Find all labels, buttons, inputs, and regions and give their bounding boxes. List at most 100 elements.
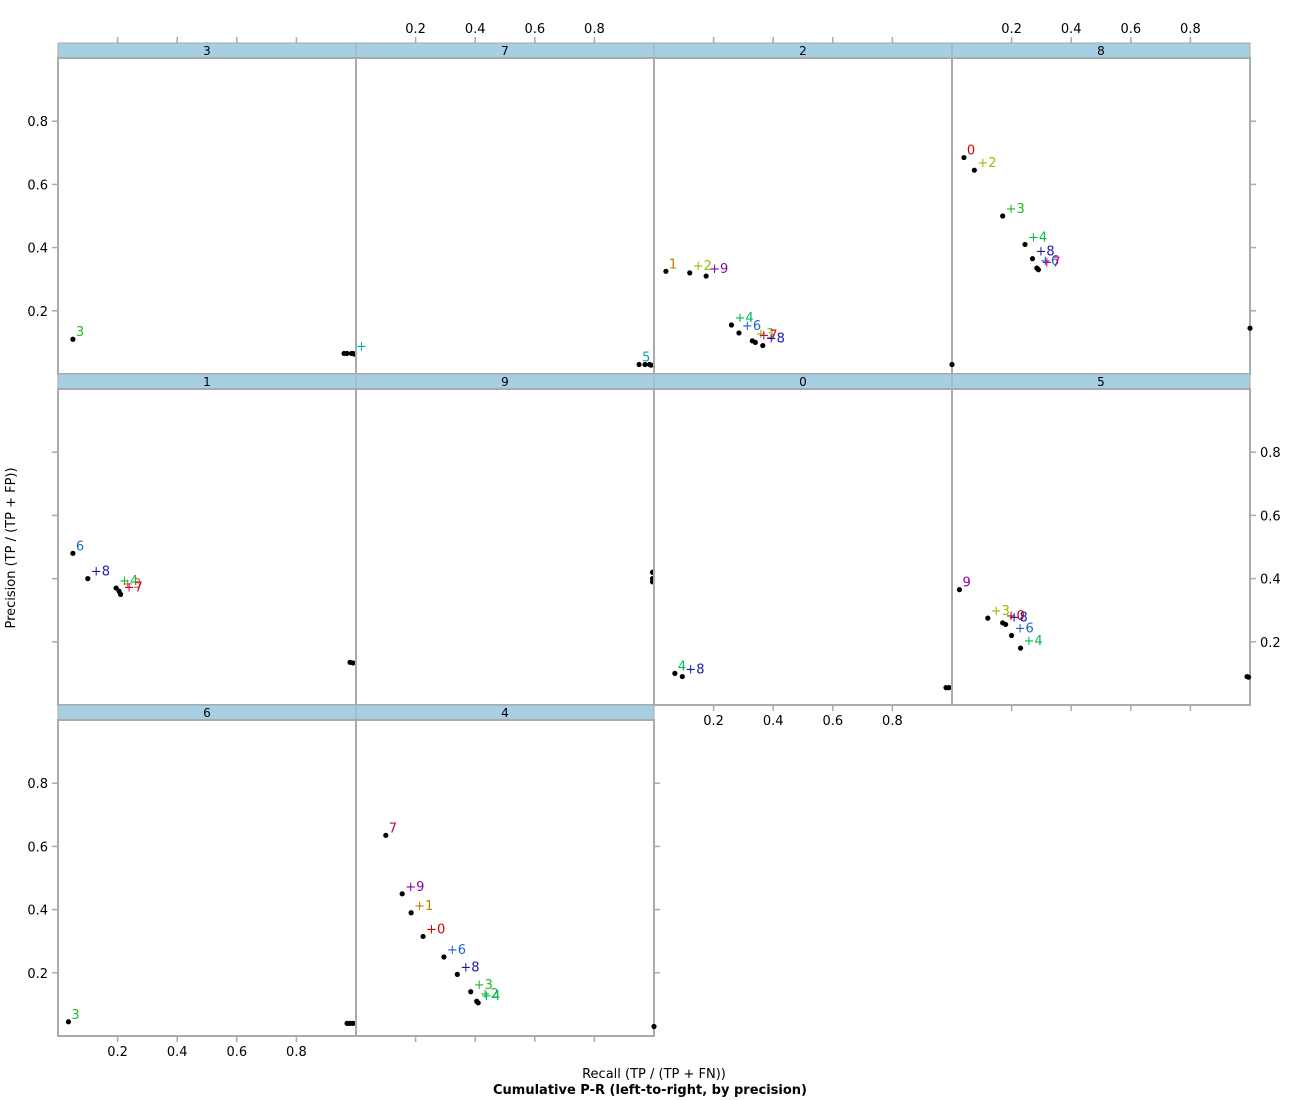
point-label: +6 bbox=[1040, 254, 1059, 269]
point-label: +2 bbox=[977, 156, 996, 171]
point-label: +6 bbox=[1015, 621, 1034, 636]
panel-strip-label: 3 bbox=[203, 44, 211, 58]
y-tick-label: 0.8 bbox=[27, 777, 48, 792]
point-label: +4 bbox=[1028, 230, 1047, 245]
panel-3: 3 3 + bbox=[57, 42, 367, 375]
panel-axes bbox=[712, 37, 894, 43]
data-point bbox=[687, 270, 693, 276]
axes-layer: 0.2 0.4 0.6 0.8 0.2 0.4 0.6 0.8 0.2 0.4 0.6 0.8 0.2 0… bbox=[27, 22, 1280, 1060]
data-point bbox=[420, 933, 426, 940]
panel-2: 2 1 +2+9 +4+6+3+7+8 bbox=[653, 42, 953, 375]
panel-axes bbox=[52, 451, 58, 643]
data-point bbox=[728, 322, 735, 328]
point-label: +7 bbox=[124, 580, 143, 595]
panel-frame bbox=[355, 57, 655, 375]
data-point bbox=[703, 273, 709, 279]
data-point bbox=[408, 910, 414, 916]
point-label: +8 bbox=[1035, 245, 1054, 260]
panel-frame bbox=[951, 57, 1251, 375]
data-point bbox=[475, 1000, 481, 1006]
point-label: +3 bbox=[755, 327, 774, 342]
point-label: +2 bbox=[480, 987, 499, 1002]
point-label: +4 bbox=[734, 311, 753, 326]
data-point bbox=[399, 891, 405, 897]
panel-4: 4 7 +9 +1 +0+6 +8 +3+2+4 bbox=[355, 704, 657, 1037]
panel-strip-label: 9 bbox=[501, 375, 509, 389]
x-tick-label: 0.2 bbox=[107, 1045, 128, 1060]
point-label: +0 bbox=[426, 922, 445, 937]
point-label: +3 bbox=[991, 604, 1010, 619]
data-point bbox=[663, 268, 669, 274]
x-tick-label: 0.4 bbox=[763, 714, 784, 729]
data-point bbox=[1003, 621, 1009, 628]
y-tick-label: 0.8 bbox=[27, 115, 48, 130]
panel-7: 75 bbox=[355, 42, 655, 375]
data-point bbox=[344, 350, 350, 357]
y-tick-label: 0.6 bbox=[1260, 509, 1281, 524]
y-tick-label: 0.2 bbox=[27, 967, 48, 982]
point-label: +8 bbox=[91, 565, 110, 580]
panel-axes: 0.2 0.4 0.6 0.8 bbox=[703, 705, 903, 729]
point-label: +8 bbox=[460, 960, 479, 975]
x-tick-label: 0.2 bbox=[1001, 22, 1022, 37]
x-tick-label: 0.8 bbox=[286, 1045, 307, 1060]
y-tick-label: 0.2 bbox=[1260, 636, 1281, 651]
data-point bbox=[468, 989, 474, 995]
y-tick-label: 0.4 bbox=[27, 904, 48, 919]
panel-axes: 0.2 0.4 0.6 0.8 bbox=[405, 22, 605, 43]
data-point bbox=[672, 670, 678, 677]
data-point bbox=[454, 971, 460, 977]
point-label: +3 bbox=[122, 577, 141, 592]
point-label: +6 bbox=[742, 319, 761, 334]
x-tick-label: 0.2 bbox=[703, 714, 724, 729]
data-point bbox=[736, 330, 742, 336]
panel-frame bbox=[653, 57, 953, 375]
point-label: 4 bbox=[678, 659, 686, 674]
data-point bbox=[642, 361, 648, 368]
point-label: 0 bbox=[967, 144, 975, 159]
point-label: +4 bbox=[481, 989, 500, 1004]
panel-strip-label: 8 bbox=[1097, 44, 1105, 58]
panel-strip-label: 1 bbox=[203, 375, 211, 389]
data-point bbox=[1245, 674, 1252, 680]
x-tick-label: 0.8 bbox=[1180, 22, 1201, 37]
point-label: +4 bbox=[1024, 634, 1043, 649]
point-label: 5 bbox=[642, 351, 650, 366]
x-tick-label: 0.4 bbox=[465, 22, 486, 37]
data-point bbox=[1247, 325, 1253, 331]
point-label: 7 bbox=[389, 821, 397, 836]
data-point bbox=[85, 576, 91, 582]
data-point bbox=[383, 832, 389, 838]
panel-frame bbox=[355, 388, 655, 706]
data-point bbox=[65, 1019, 72, 1025]
x-tick-label: 0.6 bbox=[524, 22, 545, 37]
data-point bbox=[961, 154, 967, 161]
y-tick-label: 0.4 bbox=[27, 242, 48, 257]
data-point bbox=[441, 954, 447, 960]
point-label: 9 bbox=[962, 576, 970, 591]
data-point bbox=[1022, 241, 1028, 248]
panel-9: 9 bbox=[355, 373, 656, 706]
x-tick-label: 0.2 bbox=[405, 22, 426, 37]
point-label: +8 bbox=[685, 663, 704, 678]
data-point bbox=[956, 587, 963, 593]
panel-axes: 0.2 0.4 0.6 0.8 bbox=[27, 37, 298, 320]
panel-strip-label: 2 bbox=[799, 44, 807, 58]
y-tick-label: 0.4 bbox=[1260, 573, 1281, 588]
data-point bbox=[70, 336, 76, 342]
panel-strip-label: 7 bbox=[501, 44, 509, 58]
y-axis-title: Precision (TP / (TP + FP)) bbox=[4, 467, 19, 628]
panel-strip-label: 4 bbox=[501, 706, 509, 720]
panel-axes: 0.2 0.4 0.6 0.8 bbox=[1010, 446, 1281, 711]
y-tick-label: 0.6 bbox=[27, 178, 48, 193]
panel-axes bbox=[414, 782, 660, 1042]
point-label: +4 bbox=[119, 574, 138, 589]
point-label: +1 bbox=[414, 899, 433, 914]
panel-1: 1 6 +8 +4+3+7 bbox=[57, 373, 357, 706]
data-point bbox=[679, 673, 685, 680]
panel-frame bbox=[57, 57, 357, 375]
data-point bbox=[971, 167, 977, 173]
data-point bbox=[1009, 632, 1015, 639]
panel-strip-label: 5 bbox=[1097, 375, 1105, 389]
